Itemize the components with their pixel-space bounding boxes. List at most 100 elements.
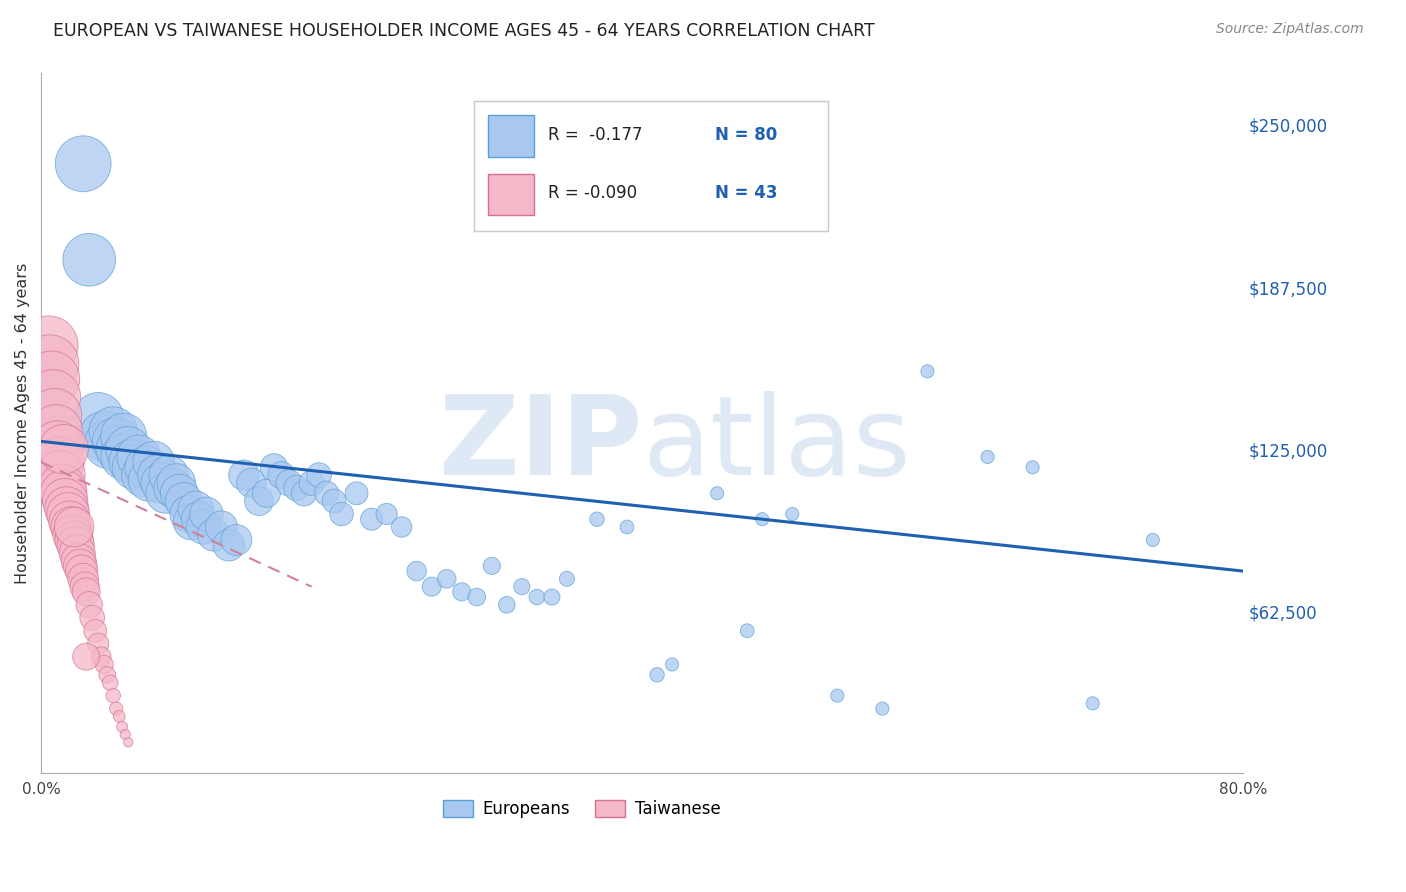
Point [780, 507, 803, 521]
Point [323, 494, 346, 508]
Point [93, 657, 115, 672]
Point [111, 720, 134, 734]
Point [53, 494, 76, 508]
Point [510, 580, 533, 594]
Point [82, 611, 104, 625]
Point [202, 528, 225, 542]
Point [112, 429, 135, 443]
Point [155, 486, 177, 500]
Point [405, 564, 427, 578]
Point [66, 546, 89, 560]
Point [72, 572, 94, 586]
Point [735, 624, 758, 638]
Point [60, 520, 83, 534]
Point [59, 515, 82, 529]
Point [184, 501, 207, 516]
Point [391, 520, 413, 534]
Point [436, 572, 458, 586]
Point [51, 481, 73, 495]
Point [87, 411, 110, 425]
Point [75, 584, 97, 599]
Point [135, 460, 157, 475]
Point [420, 580, 443, 594]
Text: Source: ZipAtlas.com: Source: ZipAtlas.com [1216, 22, 1364, 37]
Point [187, 512, 209, 526]
Point [872, 701, 894, 715]
Point [173, 494, 195, 508]
Point [526, 590, 548, 604]
Point [1021, 460, 1043, 475]
Point [150, 475, 173, 490]
Point [360, 512, 382, 526]
Point [52, 442, 75, 457]
Point [97, 437, 120, 451]
Point [112, 450, 135, 464]
Point [98, 675, 121, 690]
Point [148, 468, 170, 483]
Point [209, 520, 232, 534]
Text: atlas: atlas [643, 391, 911, 498]
Point [270, 468, 292, 483]
Point [87, 637, 110, 651]
Point [75, 649, 97, 664]
Point [117, 735, 139, 749]
Point [263, 460, 285, 475]
Point [44, 409, 66, 423]
Point [49, 468, 72, 483]
Point [38, 338, 60, 352]
Point [375, 507, 398, 521]
Point [105, 701, 128, 715]
Point [142, 455, 165, 469]
Point [308, 468, 330, 483]
Point [301, 475, 323, 490]
Point [976, 450, 998, 464]
Point [218, 538, 240, 552]
Point [1081, 697, 1104, 711]
Point [495, 598, 517, 612]
Point [42, 390, 65, 404]
Point [240, 475, 263, 490]
Point [55, 501, 77, 516]
Point [225, 533, 247, 547]
Point [84, 624, 107, 638]
Point [706, 486, 728, 500]
Text: EUROPEAN VS TAIWANESE HOUSEHOLDER INCOME AGES 45 - 64 YEARS CORRELATION CHART: EUROPEAN VS TAIWANESE HOUSEHOLDER INCOME… [53, 22, 875, 40]
Point [346, 486, 368, 500]
Point [1142, 533, 1164, 547]
Point [555, 572, 578, 586]
Point [247, 494, 270, 508]
Point [65, 538, 87, 552]
Point [315, 486, 337, 500]
Point [193, 520, 215, 534]
Point [67, 554, 90, 568]
Point [96, 668, 118, 682]
Point [41, 372, 63, 386]
Point [77, 252, 100, 267]
Point [48, 455, 70, 469]
Point [90, 649, 112, 664]
Point [278, 475, 301, 490]
Point [256, 486, 278, 500]
Point [917, 364, 939, 378]
Point [751, 512, 773, 526]
Legend: Europeans, Taiwanese: Europeans, Taiwanese [436, 793, 728, 824]
Point [481, 558, 503, 573]
Point [77, 598, 100, 612]
Point [72, 157, 94, 171]
Point [70, 564, 93, 578]
Y-axis label: Householder Income Ages 45 - 64 years: Householder Income Ages 45 - 64 years [15, 262, 30, 584]
Point [114, 727, 136, 741]
Point [63, 520, 86, 534]
Point [195, 507, 218, 521]
Point [117, 442, 139, 457]
Point [120, 455, 142, 469]
Point [103, 424, 125, 438]
Point [62, 528, 84, 542]
Point [108, 442, 131, 457]
Point [52, 486, 75, 500]
Point [541, 590, 564, 604]
Point [827, 689, 849, 703]
Point [177, 507, 200, 521]
Point [103, 689, 125, 703]
Point [105, 434, 128, 449]
